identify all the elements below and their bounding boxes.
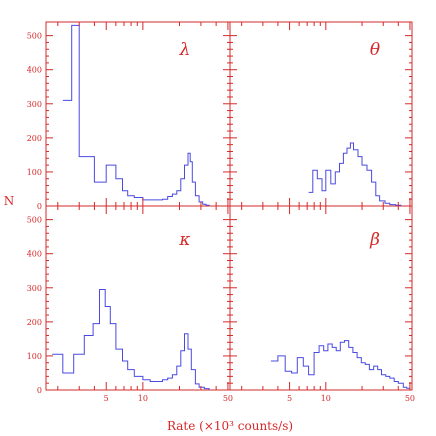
panel-frame-beta <box>229 205 413 391</box>
x-tick-label: 50 <box>223 394 233 403</box>
panel-label-beta: β <box>369 230 380 250</box>
y-axis-title: N <box>4 194 15 208</box>
y-tick-label: 100 <box>27 168 42 177</box>
histogram-lambda <box>62 24 210 206</box>
y-tick-label: 100 <box>27 352 42 361</box>
y-tick-label: 400 <box>27 250 42 259</box>
x-tick-label: 10 <box>321 394 331 403</box>
y-tick-label: 0 <box>37 386 42 395</box>
y-tick-label: 300 <box>27 100 42 109</box>
histogram-theta <box>308 142 402 206</box>
x-tick-label: 50 <box>405 394 415 403</box>
y-tick-label: 400 <box>27 66 42 75</box>
y-tick-label: 0 <box>37 202 42 211</box>
x-tick-label: 5 <box>287 394 292 403</box>
y-tick-label: 500 <box>27 32 42 41</box>
panel-label-theta: θ <box>370 40 380 60</box>
y-tick-label: 200 <box>27 318 42 327</box>
x-tick-label: 10 <box>138 394 148 403</box>
histogram-kappa <box>52 289 210 390</box>
x-axis-title: Rate (×10³ counts/s) <box>167 419 293 433</box>
panel-label-lambda: λ <box>179 40 191 60</box>
axis-ticks: 0 100 200 300 400 500 0 100 200 300 400 500 5 10 50 5 10… <box>27 22 415 403</box>
histogram-beta <box>270 340 411 390</box>
panel-frames <box>45 21 413 391</box>
y-tick-label: 200 <box>27 134 42 143</box>
panel-labels: λ θ κ β <box>178 40 380 250</box>
y-tick-label: 300 <box>27 284 42 293</box>
panel-frame-lambda <box>45 21 231 207</box>
x-tick-label: 5 <box>104 394 109 403</box>
histogram-series <box>52 24 411 390</box>
panel-label-kappa: κ <box>178 230 190 250</box>
y-tick-label: 500 <box>27 216 42 225</box>
